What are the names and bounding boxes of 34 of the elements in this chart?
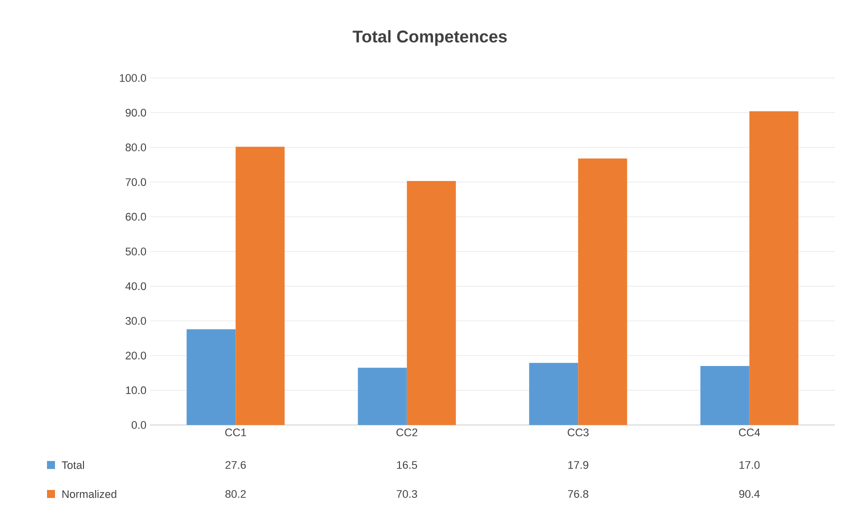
- y-tick-label: 30.0: [126, 317, 146, 325]
- y-tick-label: 40.0: [125, 282, 146, 290]
- x-tick-label: CC2: [396, 428, 418, 436]
- y-tick-label: 80.0: [126, 144, 146, 152]
- bar: [700, 366, 750, 425]
- legend-label: Normalized: [62, 490, 116, 498]
- y-tick-label: 0.0: [132, 421, 146, 429]
- y-tick-label: 20.0: [126, 352, 146, 360]
- data-label: 27.6: [226, 461, 246, 469]
- bar: [578, 158, 628, 425]
- x-tick-label: CC4: [738, 428, 760, 436]
- y-tick-label: 10.0: [126, 386, 146, 394]
- bar: [186, 329, 236, 425]
- data-label: 90.4: [739, 490, 760, 498]
- bar: [236, 146, 285, 425]
- x-tick-label: CC3: [568, 428, 589, 436]
- data-label: 70.3: [396, 490, 418, 498]
- x-tick-label: CC1: [225, 428, 246, 436]
- y-tick-label: 90.0: [126, 108, 146, 117]
- data-label: 17.0: [740, 461, 760, 469]
- data-label: 80.2: [225, 490, 246, 498]
- y-tick-label: 50.0: [126, 248, 146, 256]
- legend-label: Total: [62, 460, 84, 470]
- bar: [358, 368, 407, 425]
- y-tick-label: 60.0: [126, 212, 146, 221]
- y-tick-label: 100.0: [120, 74, 146, 82]
- y-tick-label: 70.0: [126, 178, 146, 186]
- bar: [406, 181, 456, 425]
- data-label: 76.8: [568, 490, 588, 498]
- data-label: 16.5: [397, 461, 418, 469]
- chart-title: Total Competences: [352, 30, 507, 46]
- data-label: 17.9: [568, 461, 588, 469]
- bar: [749, 111, 798, 425]
- bar: [529, 362, 578, 425]
